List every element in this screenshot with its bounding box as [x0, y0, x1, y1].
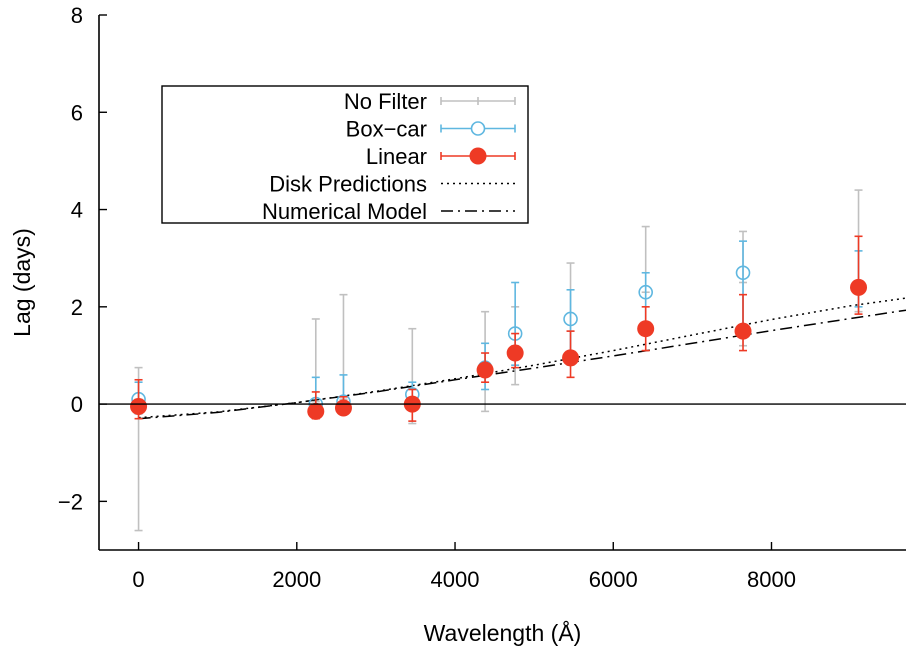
box-car-point — [638, 284, 654, 300]
linear-point — [307, 402, 325, 420]
x-tick-label: 2000 — [272, 567, 321, 592]
linear-point — [130, 398, 148, 416]
axes-layer: 0 2000 4000 6000 8000 −2 0 2 4 6 8 Wavelength (Å) La… — [9, 3, 906, 646]
legend-label: Linear — [366, 144, 427, 169]
y-axis-title: Lag (days) — [9, 228, 35, 337]
x-axis-title: Wavelength (Å) — [424, 619, 582, 646]
y-tick-label: 4 — [71, 198, 83, 223]
linear-point — [850, 278, 868, 296]
y-tick-label: 6 — [71, 100, 83, 125]
y-tick-label: −2 — [58, 489, 83, 514]
y-tick-label: 2 — [71, 295, 83, 320]
legend-label: No Filter — [344, 89, 427, 114]
legend-label: Numerical Model — [262, 199, 427, 224]
legend-label: Disk Predictions — [269, 172, 427, 197]
x-tick-label: 6000 — [589, 567, 638, 592]
x-tick-label: 0 — [132, 567, 144, 592]
disk-prediction-curve — [138, 297, 906, 419]
linear-point — [637, 320, 655, 338]
linear-point — [734, 322, 752, 340]
legend-swatch-marker — [470, 121, 486, 136]
linear-point — [506, 344, 524, 362]
linear-point — [334, 399, 352, 417]
box-car-point — [735, 265, 751, 281]
y-tick-label: 8 — [71, 3, 83, 28]
x-tick-label: 4000 — [431, 567, 480, 592]
legend-box — [161, 85, 529, 224]
x-tick-label: 8000 — [747, 567, 796, 592]
legend-swatch-marker — [469, 147, 487, 165]
linear-point — [476, 361, 494, 379]
box-car-point — [563, 311, 578, 327]
numerical-model-curve — [138, 309, 906, 420]
linear-point — [562, 349, 580, 367]
y-tick-label: 0 — [71, 392, 83, 417]
legend-label: Box−car — [346, 117, 427, 142]
series-layer — [130, 189, 906, 532]
